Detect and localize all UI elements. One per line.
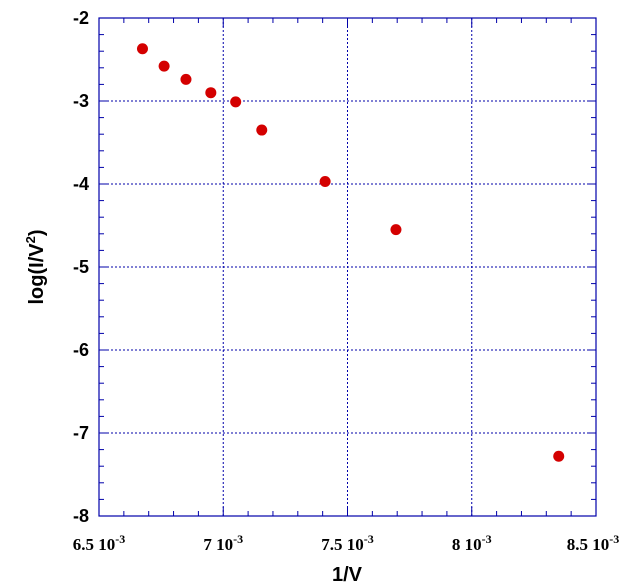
minor-tick-marks	[98, 17, 597, 517]
y-tick-labels: -2 -3 -4 -5 -6 -7 -8	[73, 8, 89, 526]
y-tick-label: -5	[73, 257, 89, 277]
x-tick-exponent: -3	[482, 532, 492, 546]
data-point	[180, 73, 192, 85]
x-tick-exponent: -3	[115, 532, 125, 546]
y-tick-label: -3	[73, 91, 89, 111]
plot-frame	[98, 17, 597, 517]
y-axis-label-superscript: 2	[23, 236, 38, 243]
y-tick-label: -6	[73, 340, 89, 360]
data-point	[553, 450, 565, 462]
y-tick-label: -4	[73, 174, 89, 194]
x-tick-labels: 6.5 10-3 7 10-3 7.5 10-3 8 10-3 8.5 10-3	[73, 532, 620, 554]
data-points	[136, 43, 565, 462]
x-tick-label: 7.5 10-3	[321, 532, 374, 554]
x-tick-exponent: -3	[233, 532, 243, 546]
x-tick-label: 7 10-3	[203, 532, 243, 554]
x-tick-label: 8 10-3	[452, 532, 492, 554]
x-tick-mantissa: 8 10	[452, 535, 482, 554]
data-point	[319, 176, 331, 188]
data-point	[136, 43, 148, 55]
data-point	[390, 224, 402, 236]
x-tick-mantissa: 6.5 10	[73, 535, 116, 554]
data-point	[256, 124, 268, 136]
y-axis-label: log(I/V2)	[23, 229, 48, 304]
data-point	[158, 60, 170, 72]
y-tick-label: -7	[73, 423, 89, 443]
x-tick-mantissa: 7 10	[203, 535, 233, 554]
x-tick-mantissa: 7.5 10	[321, 535, 364, 554]
x-tick-mantissa: 8.5 10	[567, 535, 610, 554]
x-tick-label: 8.5 10-3	[567, 532, 620, 554]
x-tick-exponent: -3	[609, 532, 619, 546]
y-axis-label-tail: )	[26, 229, 48, 236]
y-axis-label-main: log(I/V	[26, 243, 48, 305]
y-tick-label: -8	[73, 506, 89, 526]
x-tick-exponent: -3	[364, 532, 374, 546]
grid-lines	[99, 18, 596, 516]
data-point	[230, 96, 242, 108]
data-point	[205, 87, 217, 99]
x-tick-label: 6.5 10-3	[73, 532, 126, 554]
y-tick-label: -2	[73, 8, 89, 28]
x-axis-label: 1/V	[332, 564, 363, 584]
